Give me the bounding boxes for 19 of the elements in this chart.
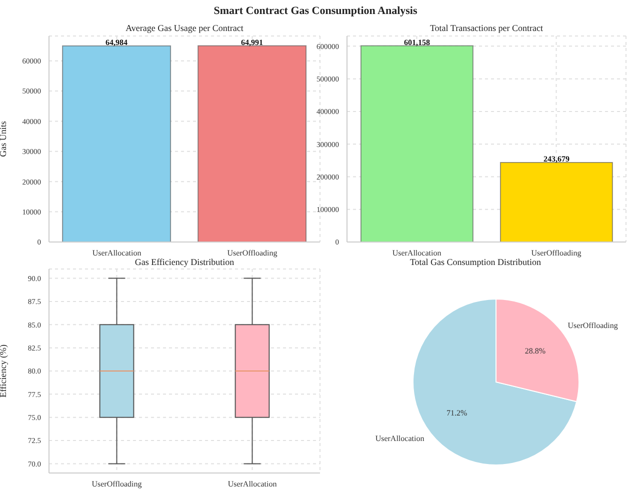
slice-label: UserOffloading [568,321,618,330]
slice-label: UserAllocation [375,434,424,443]
data-label: 71.2% [446,408,468,418]
chart-title: Gas Efficiency Distribution [134,257,234,267]
data-label: 243,679 [543,154,570,164]
data-label: 64,984 [106,38,128,47]
y-axis-title: Gas Units [0,120,8,157]
text: Smart Contract Gas Consumption Analysis [212,5,418,17]
chart-title: Average Gas Usage per Contract [124,23,244,33]
x-tick-label: UserOffloading [531,248,582,258]
x-tick-label: UserOffloading [227,248,278,258]
y-axis-title: Efficiency (%) [0,344,8,398]
x-tick-label: UserAllocation [392,248,442,258]
data-label: 64,991 [241,38,264,47]
data-label: 601,158 [404,38,430,47]
data-label: 28.8% [524,346,546,356]
x-tick-label: UserAllocation [92,248,142,258]
chart-title: Total Transactions per Contract [428,23,544,33]
chart-title: Total Gas Consumption Distribution [408,257,542,267]
